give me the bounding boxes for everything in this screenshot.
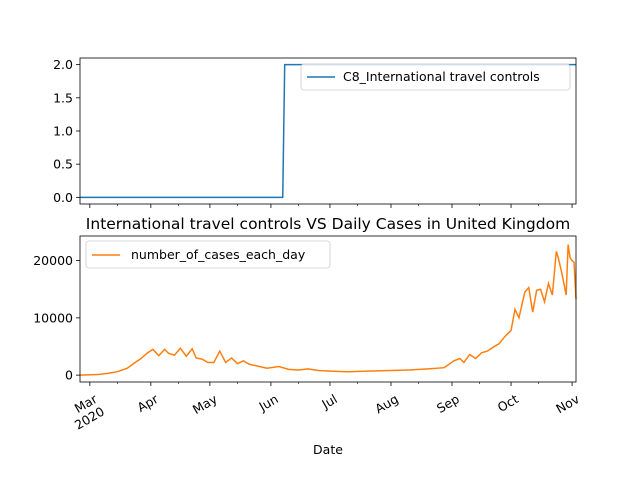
y-tick-label: 1.0 bbox=[53, 124, 73, 139]
y-tick-label: 0 bbox=[65, 368, 73, 383]
top-legend-box bbox=[300, 63, 571, 91]
y-tick-label: 0.5 bbox=[53, 157, 73, 172]
y-tick-label: 0.0 bbox=[53, 190, 73, 205]
x-axis-label: Date bbox=[313, 442, 343, 457]
y-tick-label: 10000 bbox=[33, 310, 73, 325]
y-tick-label: 20000 bbox=[33, 253, 73, 268]
top-subplot: 0.0 0.5 1.0 1.5 2.0 C8_International travel … bbox=[53, 57, 577, 208]
bottom-axes-frame bbox=[79, 235, 577, 383]
series-line-daily-cases bbox=[79, 244, 577, 376]
x-tick-label: Jul bbox=[318, 391, 339, 412]
legend-label-daily-cases: number_of_cases_each_day bbox=[131, 247, 306, 262]
top-legend: C8_International travel controls bbox=[300, 63, 571, 91]
legend-label-travel-controls: C8_International travel controls bbox=[343, 69, 540, 84]
chart-title: International travel controls VS Daily C… bbox=[86, 215, 570, 233]
bottom-legend-box bbox=[85, 240, 331, 269]
bottom-legend: number_of_cases_each_day bbox=[85, 240, 331, 269]
y-tick-label: 1.5 bbox=[53, 90, 73, 105]
y-tick-label: 2.0 bbox=[53, 57, 73, 72]
